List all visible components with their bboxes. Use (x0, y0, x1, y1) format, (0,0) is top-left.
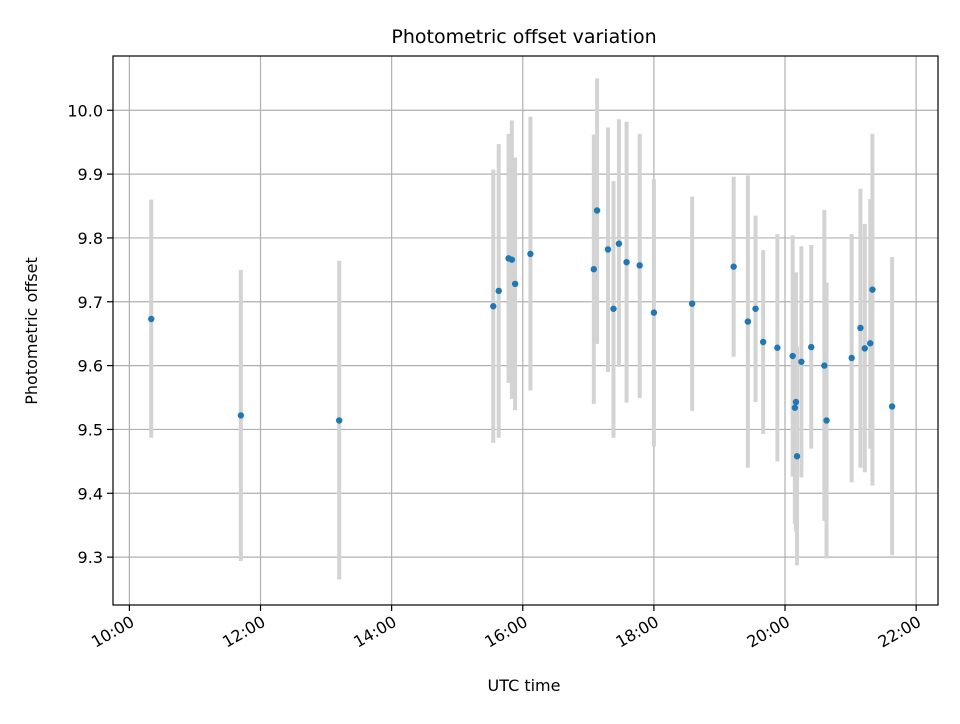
data-point (867, 340, 874, 347)
data-point (793, 453, 801, 460)
data-point (848, 354, 855, 362)
data-point (823, 417, 830, 424)
data-point (791, 404, 799, 411)
data-point (237, 412, 245, 419)
data-point (808, 343, 815, 351)
data-point (650, 309, 658, 316)
x-axis-label: UTC time (488, 676, 561, 695)
data-point (335, 417, 343, 424)
data-point (798, 358, 805, 365)
data-point (730, 263, 737, 270)
y-tick-label: 9.5 (78, 420, 103, 439)
data-point (623, 258, 630, 266)
data-point (593, 207, 601, 214)
data-point (792, 398, 800, 406)
y-tick-label: 9.7 (78, 293, 103, 312)
data-point (636, 262, 643, 269)
data-point (861, 345, 868, 352)
data-point (888, 403, 896, 410)
y-tick-label: 10.0 (67, 101, 103, 120)
data-point (615, 240, 623, 247)
data-point (789, 352, 796, 360)
data-point (148, 315, 155, 323)
data-point (490, 303, 497, 310)
data-point (752, 305, 759, 312)
y-tick-label: 9.4 (78, 484, 103, 503)
data-point (688, 300, 696, 307)
data-point (527, 250, 534, 258)
y-tick-label: 9.6 (78, 357, 103, 376)
marker-layer (148, 207, 896, 460)
y-tick-label: 9.3 (78, 548, 103, 567)
data-point (759, 338, 767, 346)
chart-title: Photometric offset variation (391, 26, 656, 48)
data-point (495, 287, 502, 295)
y-tick-label: 9.9 (78, 165, 103, 184)
y-tick-label: 9.8 (78, 229, 103, 248)
y-axis-label: Photometric offset (22, 257, 41, 405)
data-point (857, 324, 864, 332)
data-point (511, 280, 519, 288)
data-point (610, 305, 617, 312)
data-point (508, 256, 516, 263)
data-point (604, 246, 612, 253)
data-point (869, 286, 876, 293)
data-point (744, 318, 752, 325)
plot-frame (112, 55, 939, 606)
data-point (821, 362, 828, 369)
data-point (774, 344, 781, 351)
data-point (590, 266, 597, 273)
